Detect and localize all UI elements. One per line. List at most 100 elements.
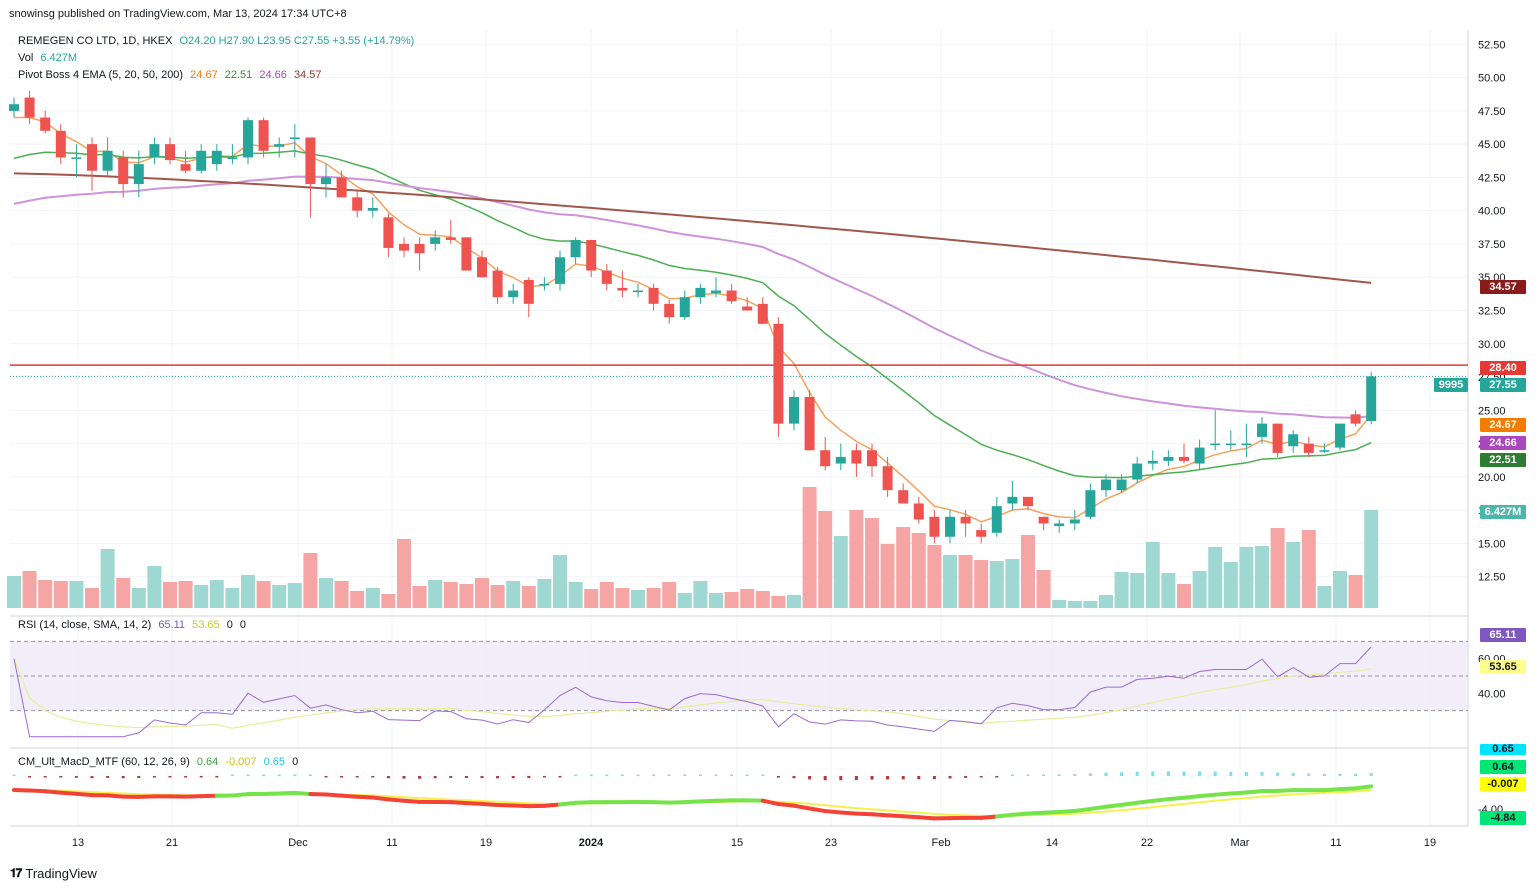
volume-bar (911, 533, 926, 608)
volume-bar (147, 566, 162, 608)
macd-line-segment (324, 792, 344, 798)
macd-histogram-bar (527, 776, 531, 779)
macd-line-segment (292, 790, 313, 796)
volume-bar (615, 588, 630, 608)
rsi-pane (10, 640, 1468, 738)
macd-line-segment (1275, 788, 1296, 793)
candle-body (742, 306, 753, 311)
macd-line-segment (1041, 809, 1062, 815)
macd-histogram-bar (854, 776, 858, 781)
volume-bar (1130, 573, 1145, 608)
macd-histogram-bar (1276, 772, 1280, 776)
macd-line-segment (979, 814, 999, 820)
volume-bar (53, 581, 68, 608)
macd-histogram-bar (1166, 771, 1170, 776)
macd-histogram-bar (667, 774, 671, 776)
macd-bottom-price-tag: -4.84 (1480, 811, 1526, 825)
macd-line-segment (698, 798, 718, 804)
candle-body (555, 257, 565, 284)
candle-body (102, 150, 113, 171)
volume-bar (662, 582, 677, 608)
macd-histogram-bar (449, 776, 453, 778)
candle-body (1179, 456, 1189, 461)
macd-histogram-bar (355, 776, 359, 778)
macd-line-segment (27, 788, 48, 794)
candle-body (1288, 434, 1299, 447)
macd-histogram-bar (199, 776, 203, 778)
macd-signal-value: -0.007 (225, 756, 257, 768)
candle-body (1366, 376, 1377, 421)
time-tick-label: Mar (1231, 837, 1250, 849)
ema20-line (13, 150, 1372, 479)
time-tick-label: 13 (72, 837, 84, 849)
candle-body (336, 177, 347, 198)
macd-line-segment (885, 813, 906, 819)
candle-body (1225, 443, 1236, 446)
candle-body (695, 287, 706, 298)
time-tick-label: 21 (166, 837, 178, 849)
macd-histogram-bar (776, 776, 780, 778)
ema50-price-tag: 24.66 (1480, 436, 1526, 450)
macd-line-segment (136, 794, 157, 799)
candle-body (321, 177, 331, 185)
candle-body (882, 466, 893, 491)
volume-bar (802, 487, 817, 608)
macd-histogram-bar (979, 776, 983, 778)
volume-bar (85, 588, 99, 608)
macd-histogram-bar (901, 776, 905, 780)
candle-body (414, 243, 425, 254)
candle-body (1069, 519, 1080, 524)
ema50-value: 24.66 (259, 69, 287, 81)
macd-line-segment (1166, 795, 1186, 802)
macd-histogram-bar (74, 776, 78, 778)
candle-body (804, 397, 815, 451)
volume-bar (194, 585, 209, 608)
rsi-extra-2: 0 (239, 619, 247, 631)
price-tick-label: 12.50 (1478, 572, 1506, 584)
candle-body (789, 397, 799, 424)
volume-bar (880, 544, 895, 608)
volume-bar (1333, 571, 1347, 608)
macd-histogram-bar (620, 774, 624, 776)
time-axis: 13 21 Dec 11 19 2024 15 23 Feb 14 22 Mar 11 19 (72, 837, 1436, 849)
macd-histogram-bar (324, 776, 328, 778)
volume-bar (771, 596, 786, 608)
macd-line-segment (1010, 811, 1030, 817)
macd-histogram-bar (574, 774, 578, 776)
volume-bar (381, 594, 396, 608)
candle-body (1210, 443, 1221, 446)
macd-histogram-bar (1151, 771, 1155, 776)
macd-histogram-bar (932, 776, 936, 780)
volume-price-tag: 6.427M (1480, 505, 1526, 519)
candle-body (991, 506, 1002, 533)
ema200-price-tag: 34.57 (1480, 280, 1526, 294)
volume-bar (131, 588, 146, 608)
macd-line-segment (1135, 798, 1155, 805)
time-tick-label: 14 (1046, 837, 1058, 849)
candle-body (1023, 496, 1033, 507)
volume-bar (818, 511, 833, 608)
volume-bar (1083, 601, 1098, 608)
volume-bar (475, 578, 489, 608)
macd-line-segment (760, 798, 781, 807)
macd-line-segment (74, 791, 94, 798)
macd-histogram-bar (714, 774, 718, 776)
candle-body (196, 150, 207, 171)
macd-histogram-bar (917, 776, 921, 780)
candle-body (679, 297, 690, 318)
candle-body (1132, 463, 1143, 480)
macd-histogram-bar (683, 774, 687, 776)
rsi-line (13, 646, 1372, 738)
tradingview-footer[interactable]: 𝟏𝟕 TradingView (10, 866, 97, 881)
volume-bar (1286, 542, 1301, 608)
volume-bar (849, 510, 864, 608)
macd-histogram-bar (184, 776, 188, 778)
time-tick-label: Feb (932, 837, 951, 849)
time-tick-label: 15 (731, 837, 743, 849)
time-tick-label: 19 (1424, 837, 1436, 849)
macd-histogram-bar (137, 776, 141, 778)
candle-body (258, 120, 269, 151)
volume-bar (38, 580, 53, 608)
macd-histogram-bar (28, 776, 32, 778)
